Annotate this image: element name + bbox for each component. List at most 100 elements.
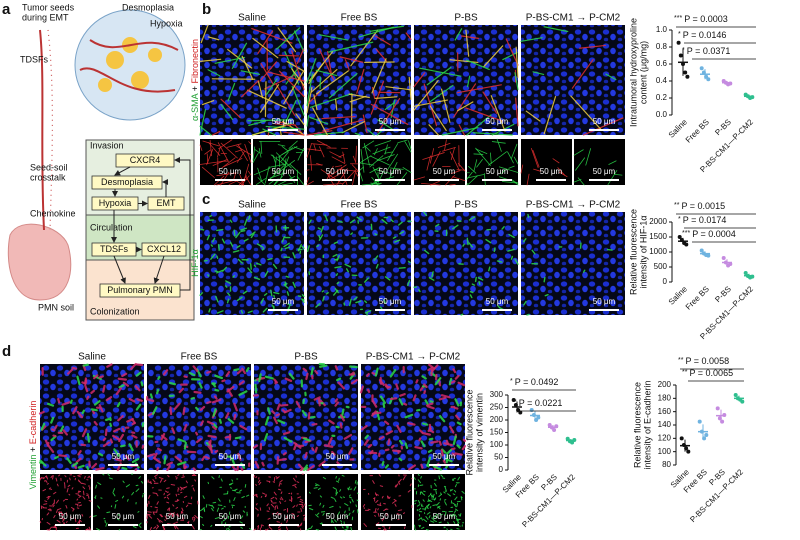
stain bbox=[338, 477, 340, 482]
stain bbox=[377, 512, 380, 517]
group-label: Saline bbox=[238, 200, 266, 211]
stain bbox=[450, 447, 456, 451]
stain bbox=[421, 431, 431, 436]
schematic-label: during EMT bbox=[22, 12, 69, 22]
stain bbox=[167, 475, 170, 478]
stain bbox=[364, 300, 368, 304]
stain bbox=[217, 147, 221, 158]
stain bbox=[384, 144, 388, 155]
stain bbox=[525, 110, 541, 122]
stain bbox=[341, 474, 345, 477]
stain bbox=[469, 290, 474, 294]
stain bbox=[225, 371, 231, 377]
scale-bar-label: 50 μm bbox=[593, 117, 616, 126]
y-tick-label: 2000 bbox=[649, 217, 667, 226]
stain bbox=[430, 440, 439, 444]
stain bbox=[384, 420, 390, 426]
stain bbox=[57, 397, 61, 404]
scale-bar-label: 50 μm bbox=[540, 167, 563, 176]
stain bbox=[86, 465, 90, 471]
stain bbox=[326, 165, 334, 180]
stain bbox=[173, 511, 175, 517]
stain bbox=[431, 517, 435, 521]
stain bbox=[77, 490, 80, 493]
stain bbox=[339, 496, 343, 499]
stain bbox=[258, 481, 262, 486]
scale-bar-label: 50 μm bbox=[273, 512, 296, 521]
stain bbox=[74, 517, 77, 523]
stain bbox=[91, 462, 98, 469]
stain bbox=[116, 401, 121, 408]
stain bbox=[497, 304, 501, 309]
stain bbox=[514, 72, 519, 91]
stain bbox=[374, 515, 376, 517]
stain bbox=[98, 375, 104, 379]
arrow bbox=[153, 255, 165, 284]
stain bbox=[109, 438, 114, 444]
stain bbox=[227, 418, 235, 424]
stain bbox=[231, 465, 237, 472]
stain bbox=[330, 496, 334, 499]
stain bbox=[58, 474, 61, 477]
stain bbox=[220, 98, 241, 119]
stain bbox=[152, 511, 155, 516]
stain bbox=[177, 461, 187, 466]
stain bbox=[375, 35, 391, 46]
stain bbox=[331, 450, 336, 456]
stain bbox=[427, 449, 433, 453]
scale-bar-label: 50 μm bbox=[272, 297, 295, 306]
lung bbox=[7, 223, 72, 301]
stain bbox=[249, 263, 252, 270]
stain bbox=[306, 177, 310, 184]
stain bbox=[490, 95, 506, 132]
stain bbox=[47, 508, 51, 511]
arrow bbox=[113, 255, 126, 284]
stain bbox=[456, 528, 460, 530]
stain bbox=[97, 505, 100, 509]
stain bbox=[240, 467, 244, 472]
micrograph bbox=[521, 25, 625, 135]
stain bbox=[259, 61, 278, 82]
stain bbox=[296, 48, 305, 65]
stain bbox=[530, 148, 539, 169]
stain bbox=[328, 164, 347, 178]
stain bbox=[321, 290, 325, 293]
stain bbox=[149, 526, 152, 531]
stain bbox=[238, 380, 245, 386]
stain bbox=[440, 88, 451, 123]
stain bbox=[185, 480, 188, 484]
stain bbox=[336, 220, 343, 223]
stain bbox=[310, 68, 338, 93]
stain bbox=[397, 139, 408, 144]
stain bbox=[453, 489, 457, 493]
p-value: P = 0.0058 bbox=[685, 356, 729, 366]
stain bbox=[347, 486, 351, 490]
stain bbox=[418, 507, 422, 511]
stain bbox=[266, 78, 278, 96]
stain bbox=[407, 279, 411, 287]
stain bbox=[76, 375, 81, 386]
stain bbox=[374, 140, 392, 147]
stain bbox=[270, 289, 273, 297]
schematic-label: Hypoxia bbox=[150, 18, 183, 28]
stain bbox=[435, 223, 440, 227]
schematic-label: Tumor seeds bbox=[22, 2, 75, 12]
stain bbox=[217, 142, 229, 162]
stain bbox=[214, 388, 220, 392]
stain bbox=[316, 140, 331, 148]
stain bbox=[355, 145, 357, 164]
stain bbox=[376, 154, 395, 162]
stain bbox=[66, 487, 69, 493]
stain bbox=[482, 91, 498, 114]
stain bbox=[246, 494, 250, 497]
stain bbox=[583, 117, 624, 136]
stain bbox=[215, 295, 219, 303]
stain bbox=[241, 55, 254, 80]
stain bbox=[333, 519, 337, 523]
stain bbox=[453, 406, 459, 410]
stain bbox=[335, 480, 340, 483]
stain bbox=[90, 408, 98, 412]
vessel bbox=[39, 29, 45, 231]
stain bbox=[82, 490, 85, 496]
stain bbox=[239, 521, 243, 524]
